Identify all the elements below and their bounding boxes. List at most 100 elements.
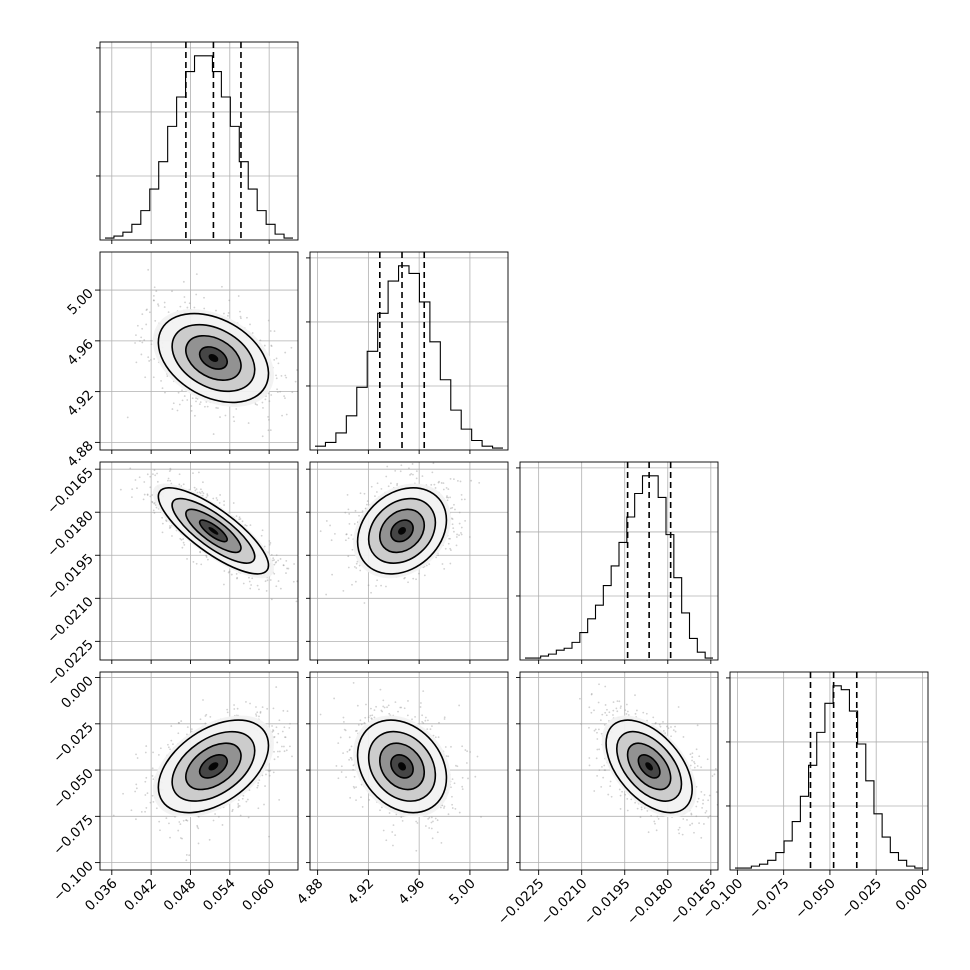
sample-point [276, 750, 279, 753]
sample-point [424, 716, 427, 719]
sample-point [263, 344, 266, 347]
sample-point [593, 729, 596, 732]
density-fill [208, 526, 219, 535]
sample-point [206, 405, 209, 408]
sample-point [349, 796, 352, 799]
sample-point [616, 700, 619, 703]
panel-frame [99, 461, 299, 661]
sample-point [172, 743, 174, 746]
sample-point [182, 483, 185, 486]
sample-point [411, 463, 414, 465]
contour-line [198, 519, 228, 543]
sample-point [277, 362, 280, 365]
sample-point [618, 788, 621, 791]
sample-point [682, 818, 685, 820]
sample-point [157, 754, 160, 756]
sample-point [182, 819, 185, 822]
sample-point [188, 302, 191, 305]
sample-point [367, 584, 370, 587]
density-layer [310, 462, 508, 660]
sample-point [186, 726, 189, 729]
sample-point [284, 351, 287, 354]
sample-point [154, 504, 157, 506]
sample-point [291, 391, 294, 394]
sample-point [446, 495, 448, 497]
sample-point [240, 317, 242, 320]
sample-point [369, 714, 372, 717]
sample-point [146, 493, 149, 496]
sample-point [347, 555, 350, 558]
sample-point [636, 807, 639, 810]
sample-point [146, 308, 148, 311]
sample-point [233, 708, 236, 710]
x-tick-label: −0.0195 [581, 876, 634, 929]
sample-point [238, 805, 241, 807]
hist-panel-0 [96, 41, 299, 241]
sample-point [447, 813, 450, 816]
sample-point [233, 420, 236, 423]
sample-point [199, 492, 202, 495]
sample-point [681, 833, 684, 836]
sample-point [598, 683, 600, 686]
sample-point [268, 418, 270, 421]
sample-point [691, 759, 693, 762]
sample-point [588, 706, 591, 709]
contour-line [367, 497, 437, 564]
sample-point [464, 749, 467, 751]
sample-point [451, 523, 454, 526]
sample-point [273, 750, 275, 753]
sample-point [605, 714, 608, 717]
sample-point [674, 730, 677, 733]
x-tick-label: 0.000 [893, 876, 932, 915]
density-fill [645, 762, 654, 771]
sample-point [460, 498, 463, 501]
sample-point [277, 755, 279, 758]
sample-point [340, 771, 343, 773]
sample-point [356, 704, 359, 707]
sample-point [619, 808, 622, 810]
panel-frame [519, 671, 719, 871]
sample-point [207, 558, 209, 561]
sample-point [255, 713, 257, 716]
sample-point [161, 516, 164, 519]
sample-point [415, 820, 418, 823]
sample-point [422, 722, 425, 724]
sample-point [257, 807, 260, 810]
sample-point [451, 778, 454, 780]
sample-point [652, 716, 655, 719]
sample-point [152, 509, 155, 512]
sample-point [251, 332, 254, 334]
sample-point [634, 801, 637, 804]
sample-point [595, 757, 598, 760]
sample-point [360, 723, 363, 726]
sample-point [708, 794, 711, 797]
sample-point [382, 705, 385, 708]
sample-point [266, 707, 269, 710]
sample-point [136, 487, 138, 490]
sample-point [235, 515, 238, 518]
sample-point [195, 293, 198, 296]
sample-point [277, 559, 280, 562]
sample-point [153, 502, 156, 505]
sample-point [255, 714, 258, 717]
sample-point [590, 711, 593, 714]
sample-point [355, 799, 357, 802]
sample-point [353, 787, 356, 789]
sample-point [170, 739, 173, 742]
sample-point [400, 816, 403, 818]
sample-point [678, 832, 681, 835]
sample-point [228, 570, 231, 573]
sample-point [190, 409, 193, 412]
contour-line [185, 742, 242, 791]
density-layer [520, 672, 718, 870]
sample-point [437, 736, 440, 739]
contour-line [198, 754, 228, 779]
sample-point [325, 593, 328, 596]
sample-point [282, 564, 285, 567]
sample-point [183, 395, 186, 397]
sample-point [357, 723, 360, 726]
sample-point [197, 827, 200, 830]
sample-point [449, 507, 452, 510]
sample-point [423, 574, 426, 577]
sample-point [249, 524, 252, 527]
